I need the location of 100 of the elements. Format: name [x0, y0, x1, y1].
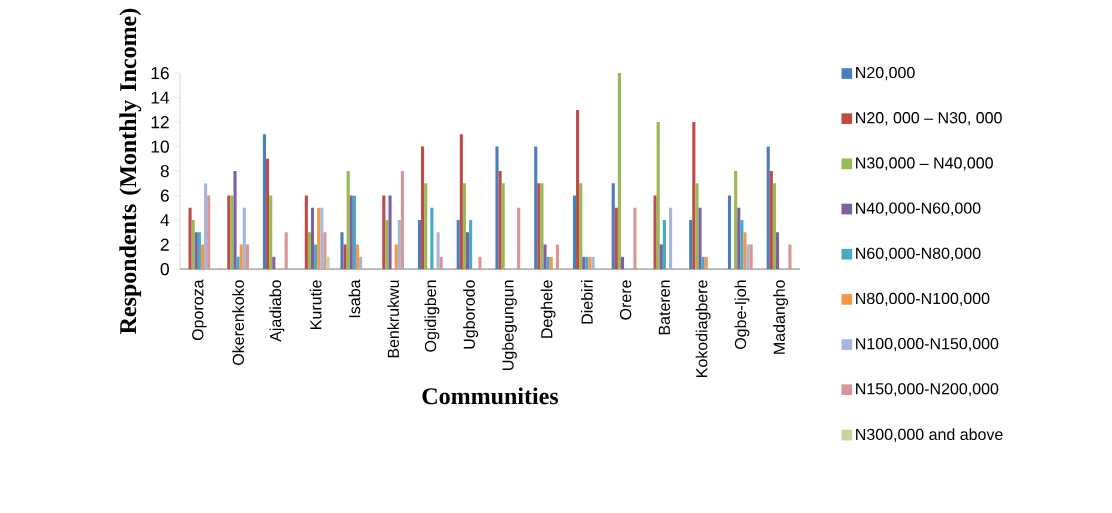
- bar: [239, 244, 243, 270]
- bar: [766, 146, 770, 270]
- bar: [236, 256, 240, 270]
- bar: [740, 220, 744, 270]
- legend-label: N60,000-N80,000: [856, 247, 981, 261]
- bar: [359, 256, 363, 270]
- bar: [266, 158, 270, 270]
- bar: [340, 232, 344, 270]
- bar: [245, 244, 249, 270]
- x-tick-label: Okerenkoko: [232, 280, 244, 365]
- bar: [269, 195, 273, 270]
- bar: [659, 244, 663, 270]
- y-tick-label: 10: [151, 140, 169, 153]
- bar: [421, 146, 425, 270]
- x-tick-label: Ogbe-Ijoh: [734, 280, 750, 349]
- bar: [436, 232, 440, 270]
- bar: [727, 195, 732, 270]
- x-tick-label: Benkrukwu: [387, 280, 399, 358]
- bar: [323, 232, 327, 270]
- bar: [417, 220, 422, 270]
- bar: [611, 183, 615, 270]
- x-tick-label: Diebiri: [581, 280, 593, 324]
- bar: [737, 207, 741, 270]
- bar: [424, 183, 428, 270]
- bar: [579, 183, 583, 270]
- x-tick-label: Ajadiabo: [269, 280, 285, 342]
- x-tick-label: Oporoza: [192, 279, 207, 341]
- bar: [695, 183, 699, 270]
- bar: [430, 207, 434, 270]
- bar: [191, 220, 195, 270]
- bar: [272, 256, 276, 270]
- bar: [397, 220, 401, 270]
- x-axis-title: Communities: [422, 387, 559, 405]
- bar: [462, 183, 466, 270]
- bar: [772, 183, 776, 270]
- bar: [576, 109, 580, 270]
- bar: [204, 183, 208, 270]
- bar: [304, 195, 308, 270]
- bar: [394, 244, 398, 270]
- x-tick-label: Orere: [619, 280, 632, 320]
- bar: [469, 220, 473, 270]
- bar: [346, 171, 350, 270]
- bar: [284, 232, 288, 270]
- y-tick-label: 6: [160, 189, 169, 202]
- y-tick-label: 4: [160, 214, 170, 227]
- bar: [382, 195, 386, 270]
- legend-label: N20,000: [856, 66, 915, 81]
- bar: [656, 122, 660, 270]
- bar: [653, 195, 657, 270]
- bar: [242, 207, 246, 270]
- y-tick-label: 12: [151, 116, 169, 129]
- x-tick-label: Ugborodo: [463, 280, 479, 349]
- bar: [355, 244, 360, 270]
- bar: [343, 244, 347, 270]
- x-tick-label: Madangho: [773, 280, 789, 354]
- bar: [495, 146, 499, 270]
- bar: [385, 220, 389, 270]
- x-tick-label: Kurutie: [309, 280, 322, 329]
- bar: [543, 244, 547, 270]
- legend-label: N100,000-N150,000: [856, 337, 999, 352]
- bar: [689, 220, 693, 270]
- bar: [617, 73, 621, 270]
- bar: [326, 256, 330, 270]
- bar: [307, 232, 311, 270]
- bar: [633, 207, 637, 270]
- bar: [439, 256, 443, 270]
- x-tick-label: Kokodiagbere: [695, 280, 711, 377]
- bar: [400, 171, 404, 270]
- x-tick-label: Bateren: [658, 280, 670, 335]
- y-tick-label: 2: [160, 238, 169, 251]
- y-tick-label: 14: [151, 91, 170, 104]
- bar: [314, 244, 318, 270]
- bar: [501, 183, 505, 270]
- bar: [692, 122, 696, 270]
- y-axis-title: Respondents (Monthly Income): [119, 8, 142, 334]
- bar: [734, 171, 738, 270]
- bar: [310, 207, 315, 270]
- bar: [662, 220, 666, 270]
- y-tick-label: 16: [151, 66, 169, 80]
- bar: [534, 146, 538, 270]
- bar: [572, 195, 577, 270]
- x-tick-label: Ugbegungun: [501, 280, 517, 370]
- bar: [743, 232, 747, 270]
- y-tick-label: 0: [160, 262, 169, 276]
- legend-label: N40,000-N60,000: [856, 202, 981, 216]
- bar: [669, 207, 673, 270]
- legend-label: N20, 000 – N30, 000: [856, 112, 1002, 126]
- bar: [698, 207, 702, 270]
- bar: [207, 195, 211, 270]
- bar: [775, 232, 780, 270]
- bar: [233, 171, 237, 270]
- bar: [620, 256, 625, 270]
- bar: [388, 195, 392, 270]
- y-tick-label: 8: [160, 164, 169, 178]
- legend-label: N80,000-N100,000: [856, 292, 990, 306]
- legend-label: N300,000 and above: [856, 428, 1003, 442]
- bar: [459, 134, 463, 270]
- bar: [769, 171, 773, 270]
- bar: [788, 244, 792, 270]
- legend-label: N150,000-N200,000: [856, 383, 999, 397]
